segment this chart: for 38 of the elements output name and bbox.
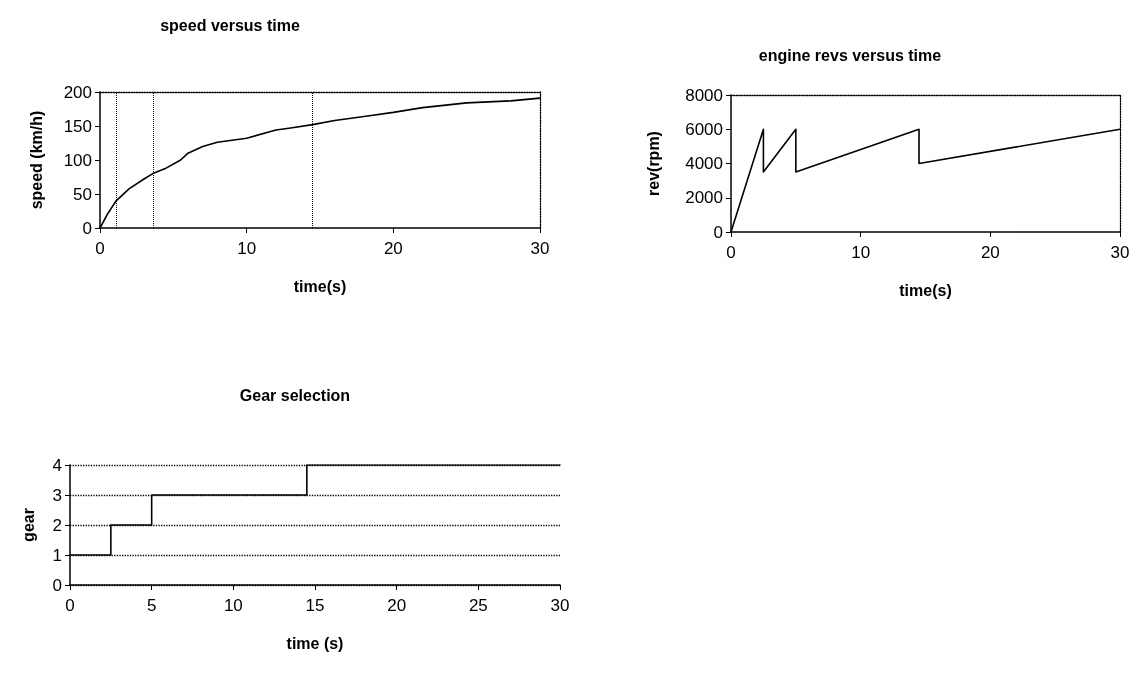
x-tick-label: 15	[305, 596, 325, 615]
y-tick-label: 4	[52, 455, 62, 475]
chart-title: speed versus time	[160, 16, 300, 34]
y-tick-label: 3	[52, 485, 62, 505]
x-axis-title: time(s)	[293, 277, 347, 295]
x-tick-label: 30	[550, 596, 570, 615]
x-tick-label: 30	[1110, 243, 1130, 262]
y-tick-label: 0	[52, 575, 62, 595]
y-tick-label: 8000	[685, 85, 723, 105]
y-tick-label: 150	[63, 116, 92, 136]
x-tick-label: 20	[387, 596, 407, 615]
x-axis-title: time(s)	[899, 281, 952, 299]
x-tick-label: 10	[223, 596, 243, 615]
x-tick-label: 20	[980, 243, 1000, 262]
y-tick-label: 0	[82, 218, 92, 238]
x-tick-label: 5	[146, 596, 157, 615]
chart-title: engine revs versus time	[758, 46, 942, 64]
y-tick-label: 0	[713, 222, 723, 242]
y-axis-title: rev(rpm)	[644, 131, 662, 196]
y-tick-label: 1	[52, 545, 62, 565]
y-tick-label: 100	[63, 150, 92, 170]
y-tick-label: 6000	[685, 119, 723, 139]
x-tick-label: 25	[468, 596, 488, 615]
y-tick-label: 50	[73, 184, 92, 204]
x-tick-label: 10	[851, 243, 871, 262]
y-axis-title: speed (km/h)	[27, 110, 45, 210]
y-axis-title: gear	[19, 508, 37, 542]
x-tick-label: 0	[726, 243, 736, 262]
y-tick-label: 2000	[685, 188, 723, 208]
x-tick-label: 20	[383, 239, 403, 258]
x-tick-label: 0	[95, 239, 105, 258]
chart-title: Gear selection	[239, 386, 351, 404]
x-axis-title: time (s)	[286, 634, 344, 652]
y-tick-label: 200	[63, 82, 92, 102]
x-tick-label: 30	[530, 239, 550, 258]
x-tick-label: 10	[237, 239, 257, 258]
y-tick-label: 2	[52, 515, 62, 535]
y-tick-label: 4000	[685, 154, 723, 173]
